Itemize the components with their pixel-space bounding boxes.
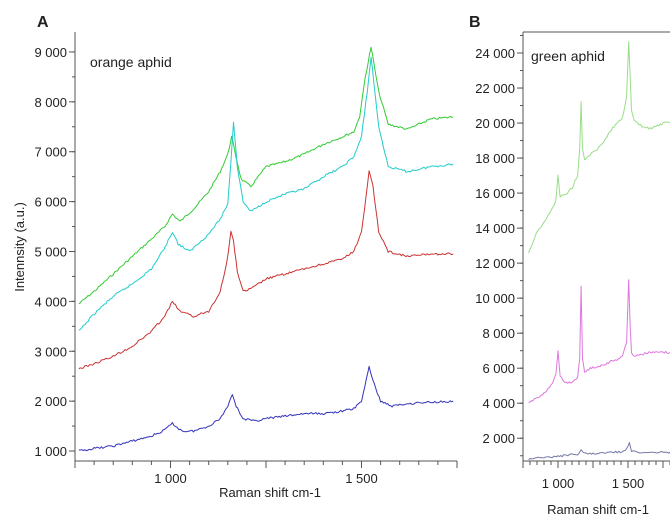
x-tick-label: 1 500 — [345, 471, 378, 486]
y-tick-label: 4 000 — [482, 396, 515, 411]
series-line-3 — [78, 365, 454, 452]
y-tick-label: 3 000 — [34, 344, 67, 359]
series-line-2 — [528, 442, 670, 461]
series-line-1 — [78, 56, 454, 331]
y-tick-label: 22 000 — [475, 81, 515, 96]
series-line-2 — [78, 170, 454, 370]
y-tick-label: 20 000 — [475, 116, 515, 131]
y-tick-label: 2 000 — [482, 431, 515, 446]
x-tick-label: 1 000 — [154, 471, 187, 486]
chart-title: orange aphid — [90, 54, 172, 70]
y-axis-title: Intennsity (a.u.) — [12, 202, 27, 292]
series-line-0 — [528, 41, 670, 254]
series-line-1 — [528, 279, 670, 404]
y-tick-label: 2 000 — [34, 394, 67, 409]
y-tick-label: 16 000 — [475, 186, 515, 201]
y-tick-label: 6 000 — [34, 195, 67, 210]
y-tick-label: 4 000 — [34, 294, 67, 309]
y-tick-label: 9 000 — [34, 45, 67, 60]
series-group — [528, 41, 670, 461]
panel-letter: A — [37, 14, 49, 31]
series-line-0 — [78, 46, 454, 305]
x-axis-title: Raman shift cm-1 — [547, 502, 649, 517]
x-axis-title: Raman shift cm-1 — [219, 485, 321, 500]
panel-letter: B — [469, 14, 481, 31]
series-group — [78, 46, 454, 452]
y-tick-label: 24 000 — [475, 46, 515, 61]
y-tick-label: 14 000 — [475, 221, 515, 236]
panel-a: A 1 000 2 000 3 000 4 000 5 000 6 000 7 000 8 00… — [12, 14, 458, 500]
y-tick-label: 8 000 — [482, 326, 515, 341]
y-tick-label: 6 000 — [482, 361, 515, 376]
y-tick-label: 10 000 — [475, 291, 515, 306]
y-tick-label: 12 000 — [475, 256, 515, 271]
y-tick-label: 8 000 — [34, 95, 67, 110]
y-tick-label: 7 000 — [34, 145, 67, 160]
x-tick-label: 1 500 — [612, 476, 645, 491]
chart-title: green aphid — [531, 48, 605, 64]
y-tick-label: 1 000 — [34, 444, 67, 459]
x-tick-label: 1 000 — [542, 476, 575, 491]
panel-b: B 2 000 4 000 6 000 8 000 10 000 12 000 14 000 1… — [469, 14, 670, 517]
y-tick-label: 5 000 — [34, 244, 67, 259]
y-tick-label: 18 000 — [475, 151, 515, 166]
